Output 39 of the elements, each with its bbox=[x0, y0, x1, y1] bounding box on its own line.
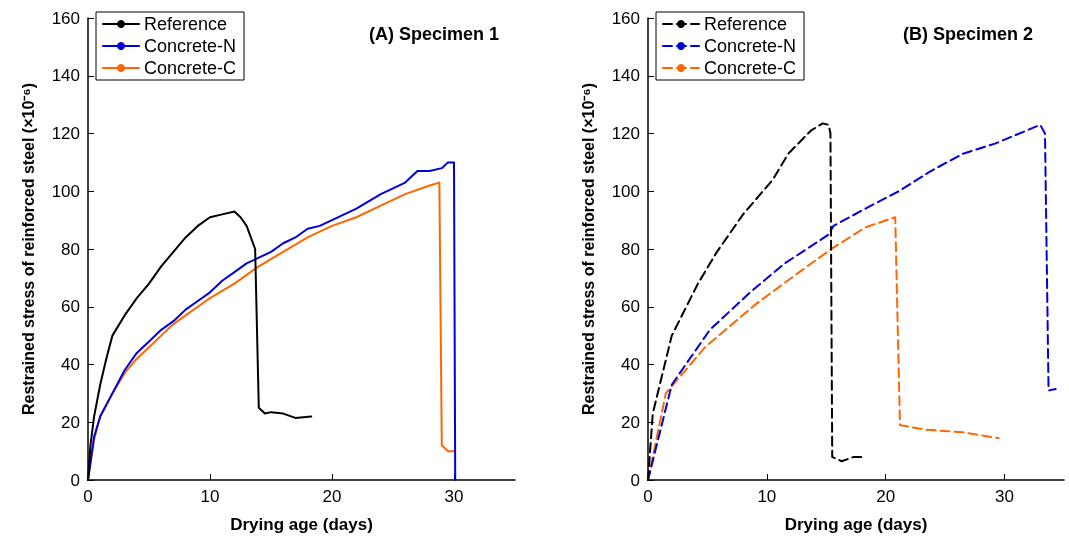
y-tick-label: 140 bbox=[611, 66, 640, 86]
y-tick-label: 160 bbox=[611, 8, 640, 28]
y-tick-label: 80 bbox=[61, 239, 80, 259]
y-tick-label: 100 bbox=[51, 181, 80, 201]
y-tick-label: 60 bbox=[621, 297, 640, 317]
x-axis-title: Drying age (days) bbox=[230, 515, 373, 534]
y-axis-title: Restrained stress of reinforced steel (×10⁻⁶) bbox=[579, 82, 597, 416]
legend-label: Reference bbox=[704, 14, 788, 34]
y-tick-label: 40 bbox=[621, 355, 640, 374]
x-axis-title: Drying age (days) bbox=[784, 515, 928, 534]
y-tick-label: 20 bbox=[621, 412, 640, 432]
y-tick-label: 100 bbox=[611, 181, 640, 201]
x-tick-label: 10 bbox=[200, 487, 220, 506]
x-tick-label: 0 bbox=[643, 487, 653, 506]
y-axis-title: Restrained stress of reinforced steel (×10⁻⁶) bbox=[19, 82, 37, 416]
x-tick-label: 0 bbox=[83, 487, 93, 506]
x-tick-label: 30 bbox=[995, 487, 1015, 506]
y-tick-label: 120 bbox=[51, 124, 80, 143]
x-tick-label: 20 bbox=[876, 487, 896, 506]
y-tick-label: 60 bbox=[61, 297, 80, 317]
x-tick-label: 10 bbox=[757, 487, 777, 506]
y-tick-label: 120 bbox=[611, 124, 640, 143]
chart-title: (B) Specimen 2 bbox=[902, 24, 1034, 44]
line-series bbox=[647, 123, 1057, 481]
x-tick-label: 30 bbox=[444, 487, 464, 506]
legend-label: Reference bbox=[144, 14, 228, 34]
y-tick-label: 0 bbox=[630, 470, 640, 490]
x-tick-label: 20 bbox=[322, 487, 342, 506]
legend-label: Concrete-N bbox=[144, 36, 237, 56]
chart-title: (A) Specimen 1 bbox=[368, 24, 500, 44]
y-tick-label: 20 bbox=[61, 412, 80, 432]
legend-label: Concrete-C bbox=[144, 58, 237, 78]
y-tick-label: 140 bbox=[51, 66, 80, 86]
y-tick-label: 0 bbox=[70, 470, 80, 490]
legend-label: Concrete-C bbox=[704, 58, 797, 78]
y-tick-label: 40 bbox=[61, 355, 80, 374]
y-tick-label: 80 bbox=[621, 239, 640, 259]
legend-label: Concrete-N bbox=[704, 36, 797, 56]
y-tick-label: 160 bbox=[51, 8, 80, 28]
